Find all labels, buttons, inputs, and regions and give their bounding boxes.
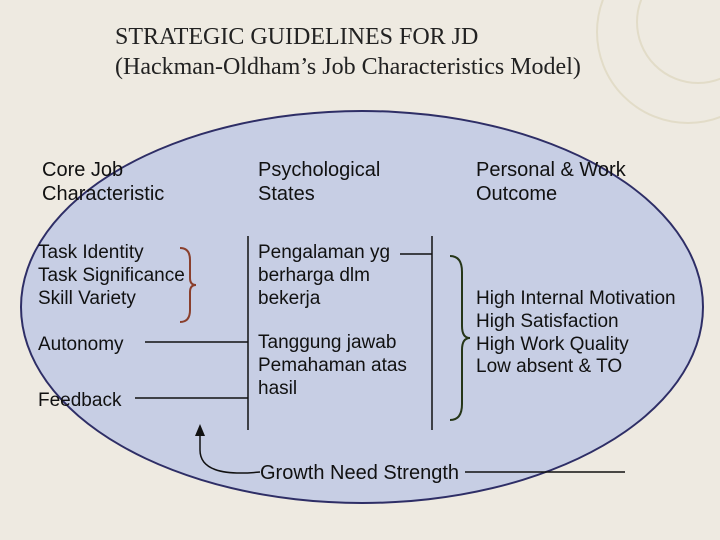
title-line2: (Hackman-Oldham’s Job Characteristics Mo… [115, 54, 581, 80]
col1-autonomy: Autonomy [38, 334, 188, 357]
title-line1: STRATEGIC GUIDELINES FOR JD [115, 24, 478, 50]
growth-need-strength-label: Growth Need Strength [260, 462, 459, 485]
slide-root: STRATEGIC GUIDELINES FOR JD (Hackman-Old… [0, 0, 720, 540]
col3-header: Personal & Work Outcome [476, 158, 626, 206]
col1-items-block1: Task Identity Task Significance Skill Va… [38, 242, 188, 310]
col2-item1: Pengalaman yg berharga dlm bekerja [258, 242, 428, 310]
slide-title: STRATEGIC GUIDELINES FOR JD (Hackman-Old… [115, 22, 615, 82]
col2-header: Psychological States [258, 158, 418, 206]
col1-feedback: Feedback [38, 390, 188, 413]
col2-item2: Tanggung jawab Pemahaman atas hasil [258, 332, 428, 400]
col3-items: High Internal Motivation High Satisfacti… [476, 288, 716, 379]
col1-header: Core Job Characteristic [42, 158, 202, 206]
